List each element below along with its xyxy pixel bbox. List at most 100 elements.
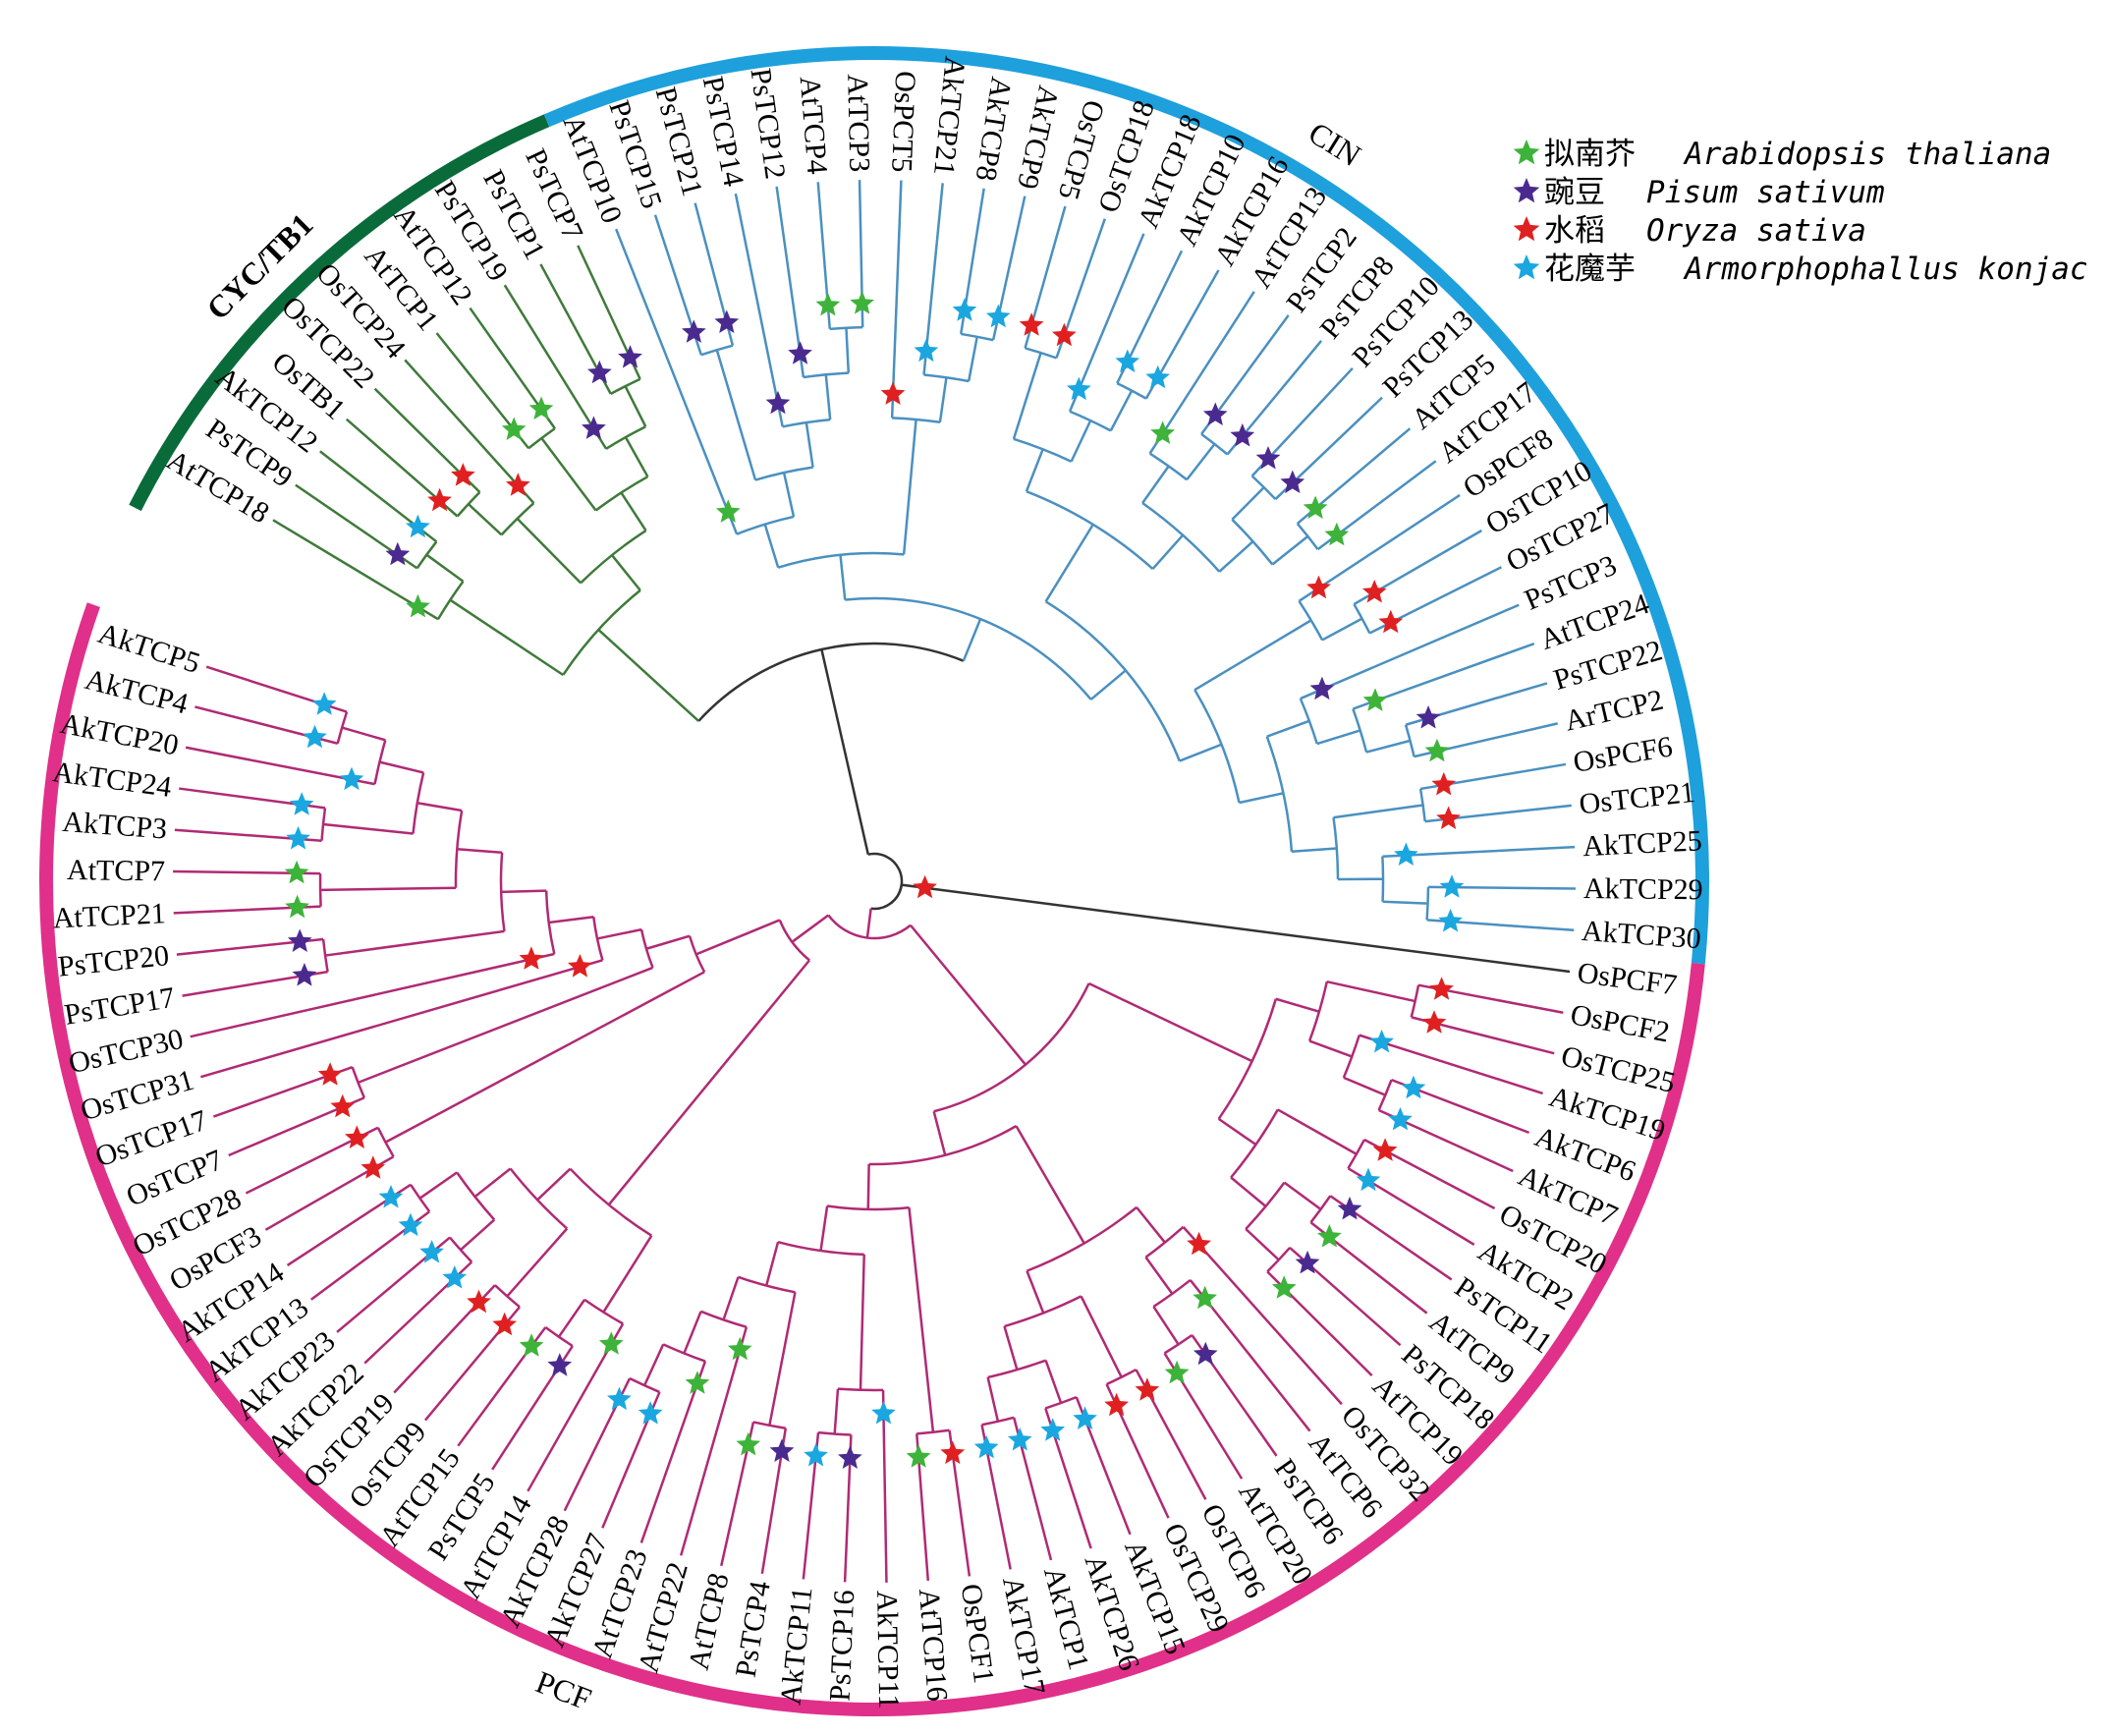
species-star-icon [1193, 1285, 1217, 1310]
species-star-icon [1255, 446, 1281, 470]
species-star-icon [1007, 1428, 1032, 1451]
species-star-icon [285, 894, 309, 919]
branch-line [1044, 1360, 1063, 1404]
species-star-icon [385, 541, 411, 566]
branch-arc [1148, 452, 1188, 481]
branch-line [1136, 1206, 1166, 1244]
species-star-icon [547, 1353, 573, 1376]
species-star-icon [1202, 402, 1228, 425]
branch-arc [1152, 1278, 1192, 1308]
branch-arc [826, 1204, 910, 1211]
branch-arc [1106, 1368, 1138, 1386]
branch-line [932, 1110, 947, 1156]
species-star-icon [598, 1331, 624, 1355]
clade-label: CIN [1303, 115, 1367, 174]
species-star-icon [419, 1240, 444, 1263]
branch-line [501, 889, 547, 894]
species-star-icon [815, 292, 841, 316]
branch-line [457, 847, 503, 855]
species-star-icon [339, 766, 364, 791]
branch-arc [569, 1167, 652, 1237]
species-star-icon [788, 341, 812, 364]
species-star-icon [492, 1312, 517, 1336]
branch-line [473, 1167, 512, 1199]
species-star-icon [1439, 874, 1465, 898]
clade-arc-pcf [39, 602, 1705, 1716]
branch-arc [1044, 600, 1181, 762]
leaf-branch [272, 519, 439, 621]
leaf-label: AkTCP25 [1582, 824, 1702, 863]
branch-arc [544, 1325, 574, 1348]
branch-arc [416, 540, 438, 570]
species-star-icon [286, 825, 310, 850]
branch-arc [499, 852, 506, 932]
species-star-icon [406, 514, 430, 538]
branch-arc [662, 1343, 706, 1363]
leaf-branch [679, 1326, 749, 1556]
species-star-icon [1337, 1196, 1362, 1220]
branch-line [805, 421, 814, 468]
branch-arc [1026, 1205, 1138, 1272]
branch-arc [1265, 736, 1294, 852]
species-star-icon [427, 487, 452, 512]
species-star-icon [1145, 364, 1170, 389]
branch-arc [509, 1167, 569, 1230]
branch-line [1291, 847, 1337, 853]
species-star-icon [618, 345, 642, 368]
branch-arc [1116, 381, 1147, 400]
branch-line [820, 648, 870, 855]
leaf-branch [890, 180, 903, 419]
species-star-icon [1280, 470, 1305, 493]
branch-line [1152, 1306, 1180, 1346]
species-star-icon [1431, 771, 1457, 796]
branch-line [516, 517, 583, 585]
branch-line [548, 915, 594, 924]
branch-line [1087, 981, 1253, 1063]
tree-branches [173, 180, 1576, 1583]
species-star-icon [1295, 1250, 1320, 1274]
species-star-icon [582, 416, 606, 439]
branch-line [1230, 1176, 1267, 1207]
branch-line [642, 1343, 665, 1386]
branch-arc [562, 588, 641, 676]
branch-line [425, 553, 465, 583]
species-star-icon [1187, 1231, 1211, 1256]
species-stars [284, 291, 1465, 1469]
leaf-branch [881, 1389, 888, 1583]
branch-arc [777, 551, 905, 569]
branch-arc [777, 1240, 864, 1257]
leaf-label: AtTCP7 [67, 854, 165, 887]
branch-arc [700, 344, 734, 357]
branch-line [962, 618, 982, 662]
branch-arc [987, 1359, 1047, 1379]
branch-line [358, 966, 653, 1085]
branch-line [967, 336, 978, 382]
leaf-label: PsTCP17 [62, 981, 177, 1032]
branch-line [1245, 1228, 1280, 1261]
branch-arc [688, 935, 706, 973]
species-star-icon [1424, 738, 1450, 762]
leaf-branch [734, 193, 784, 427]
species-star-icon [506, 473, 530, 496]
branch-arc [1069, 410, 1112, 432]
branch-arc [1404, 724, 1415, 757]
leaf-label: OsPCF7 [1576, 957, 1679, 1002]
branch-arc [454, 810, 464, 888]
branch-arc [700, 1310, 748, 1328]
branch-arc [961, 332, 994, 342]
branch-line [782, 472, 796, 518]
branch-line [379, 760, 424, 774]
leaf-label: AtTCP8 [683, 1570, 736, 1673]
species-star-icon [940, 1440, 966, 1465]
branch-line [1025, 448, 1044, 492]
leaf-label: PsTCP16 [824, 1590, 861, 1703]
branch-arc [605, 425, 646, 450]
species-star-icon [1317, 1224, 1342, 1248]
legend-cn-name: 豌豆 [1544, 175, 1605, 210]
branch-line [1026, 1270, 1045, 1314]
branch-arc [1163, 1333, 1193, 1355]
branch-line [624, 436, 649, 477]
species-star-icon [985, 304, 1011, 328]
branch-line [416, 802, 463, 812]
branch-line [1003, 1325, 1019, 1371]
